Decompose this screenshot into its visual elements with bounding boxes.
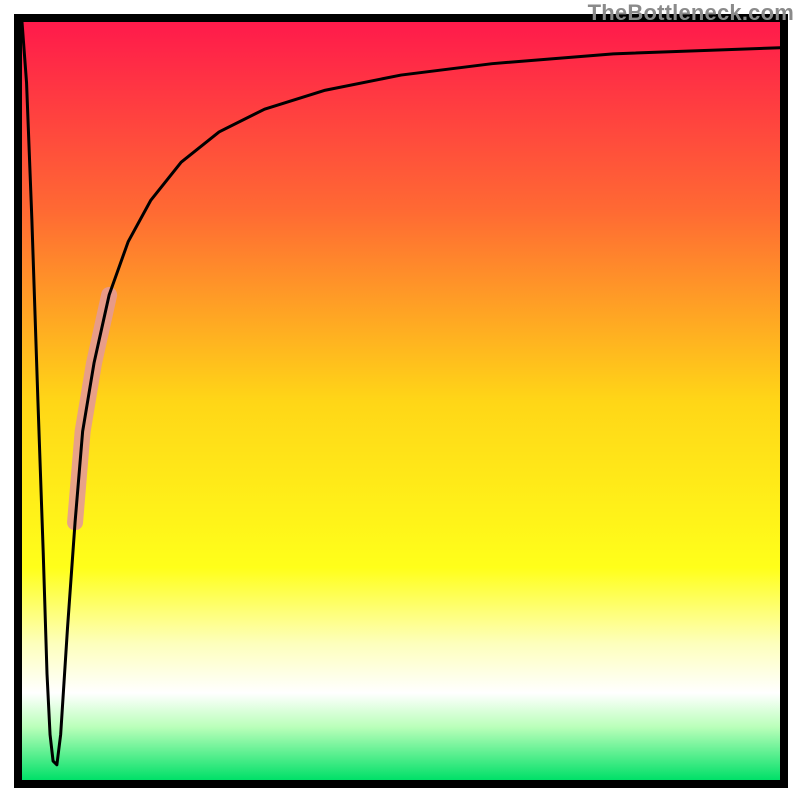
plot-background [22,22,780,780]
watermark-text: TheBottleneck.com [588,0,794,26]
chart-svg [0,0,800,800]
bottleneck-chart: TheBottleneck.com [0,0,800,800]
